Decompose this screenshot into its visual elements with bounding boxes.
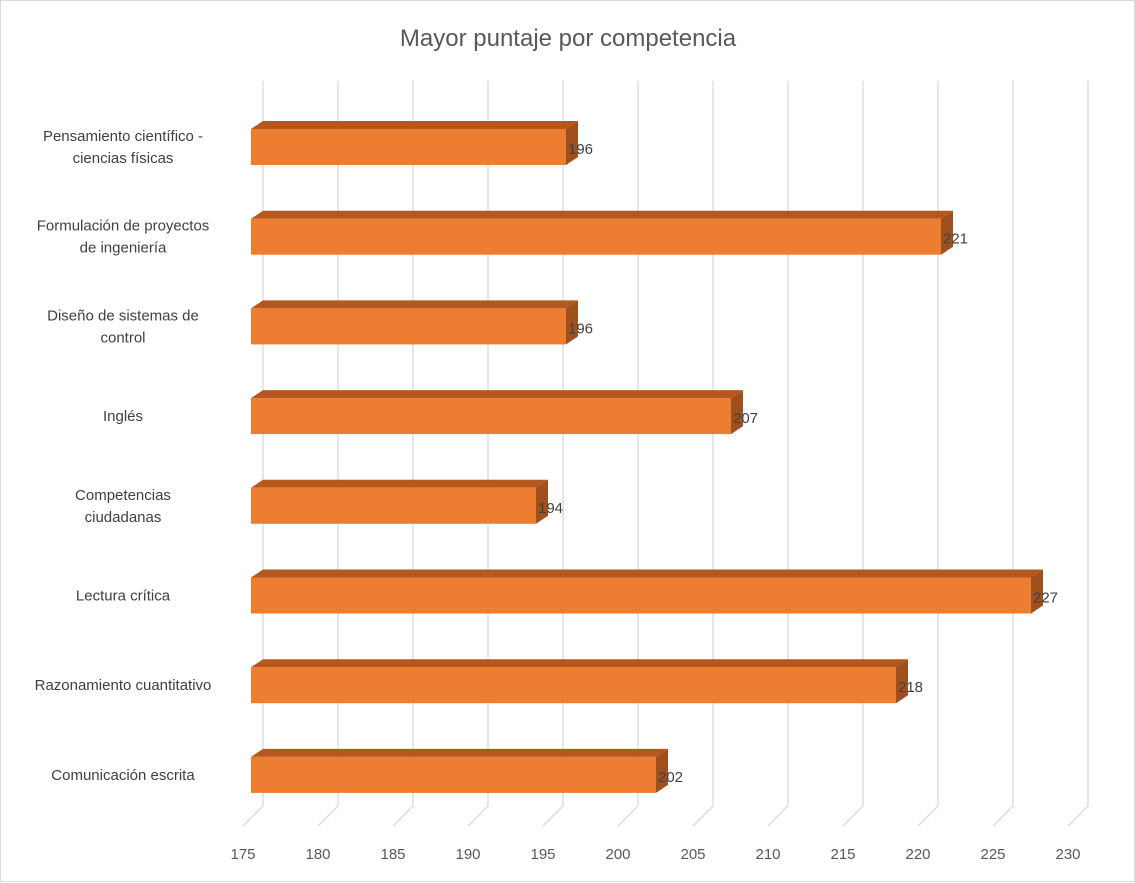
bar-top-face [251, 479, 548, 488]
category-label: Razonamiento cuantitativo [35, 677, 212, 694]
category-label: Lectura crítica [76, 588, 171, 605]
data-label: 194 [538, 500, 563, 517]
x-axis-tick-labels: 175 180 185 190 195 200 205 210 215 220 225 230 [230, 846, 1080, 863]
bar [251, 748, 668, 793]
bar-top-face [251, 390, 743, 399]
gridline [917, 81, 939, 827]
bar-side-face [536, 479, 548, 524]
x-tick-label: 185 [380, 846, 405, 863]
category-label: Comunicación escrita [51, 767, 195, 784]
x-tick-label: 230 [1055, 846, 1080, 863]
bar [251, 210, 953, 255]
bar-front-face [251, 577, 1031, 614]
bar-top-face [251, 121, 578, 129]
gridline [767, 81, 789, 827]
bar-front-face [251, 398, 731, 435]
bar [251, 569, 1043, 614]
bar-side-face [1031, 569, 1043, 614]
bar-side-face [941, 210, 953, 255]
bar-side-face [566, 300, 578, 345]
bar [251, 479, 548, 524]
category-label: Formulación de proyectos de ingeniería [37, 218, 210, 257]
category-label: Diseño de sistemas de control [47, 307, 199, 346]
data-label: 221 [943, 231, 968, 248]
bar-top-face [251, 748, 668, 757]
x-tick-label: 175 [230, 846, 255, 863]
chart-title: Mayor puntaje por competencia [400, 25, 737, 52]
bar-front-face [251, 487, 536, 524]
x-tick-label: 220 [905, 846, 930, 863]
data-label: 202 [658, 769, 683, 786]
bars [251, 121, 1043, 793]
data-label: 207 [733, 410, 758, 427]
gridline [392, 81, 414, 827]
gridline [1067, 81, 1089, 827]
category-label: Pensamiento científico -ciencias físicas [43, 128, 203, 167]
gridline [317, 81, 339, 827]
x-tick-label: 190 [455, 846, 480, 863]
bar-front-face [251, 129, 566, 165]
bar-front-face [251, 756, 656, 793]
x-tick-label: 195 [530, 846, 555, 863]
data-label: 218 [898, 679, 923, 696]
bar [251, 390, 743, 435]
x-tick-label: 205 [680, 846, 705, 863]
bar-front-face [251, 308, 566, 345]
x-tick-label: 210 [755, 846, 780, 863]
bar [251, 659, 908, 704]
bar-side-face [731, 390, 743, 435]
bar-top-face [251, 300, 578, 309]
gridline [692, 81, 714, 827]
gridline [242, 81, 264, 827]
bar-top-face [251, 210, 953, 219]
gridline [992, 81, 1014, 827]
bar-top-face [251, 569, 1043, 578]
x-tick-label: 225 [980, 846, 1005, 863]
bar-front-face [251, 667, 896, 704]
x-tick-label: 180 [305, 846, 330, 863]
data-label: 227 [1033, 590, 1058, 607]
gridline [467, 81, 489, 827]
x-tick-label: 215 [830, 846, 855, 863]
category-label: Inglés [103, 408, 143, 425]
data-label: 196 [568, 141, 593, 158]
gridline [842, 81, 864, 827]
bar-side-face [656, 748, 668, 793]
gridline [542, 81, 564, 827]
gridlines [242, 81, 1089, 827]
data-labels: 196 221 196 207 194 227 218 202 [538, 141, 1058, 786]
data-label: 196 [568, 320, 593, 337]
x-tick-label: 200 [605, 846, 630, 863]
bar [251, 121, 578, 165]
gridline [617, 81, 639, 827]
category-labels: Pensamiento científico -ciencias físicas… [35, 128, 212, 784]
bar-top-face [251, 659, 908, 668]
bar-side-face [566, 121, 578, 165]
bar-side-face [896, 659, 908, 704]
category-label: Competencias ciudadanas [75, 487, 171, 526]
bar [251, 300, 578, 345]
bar-front-face [251, 218, 941, 255]
